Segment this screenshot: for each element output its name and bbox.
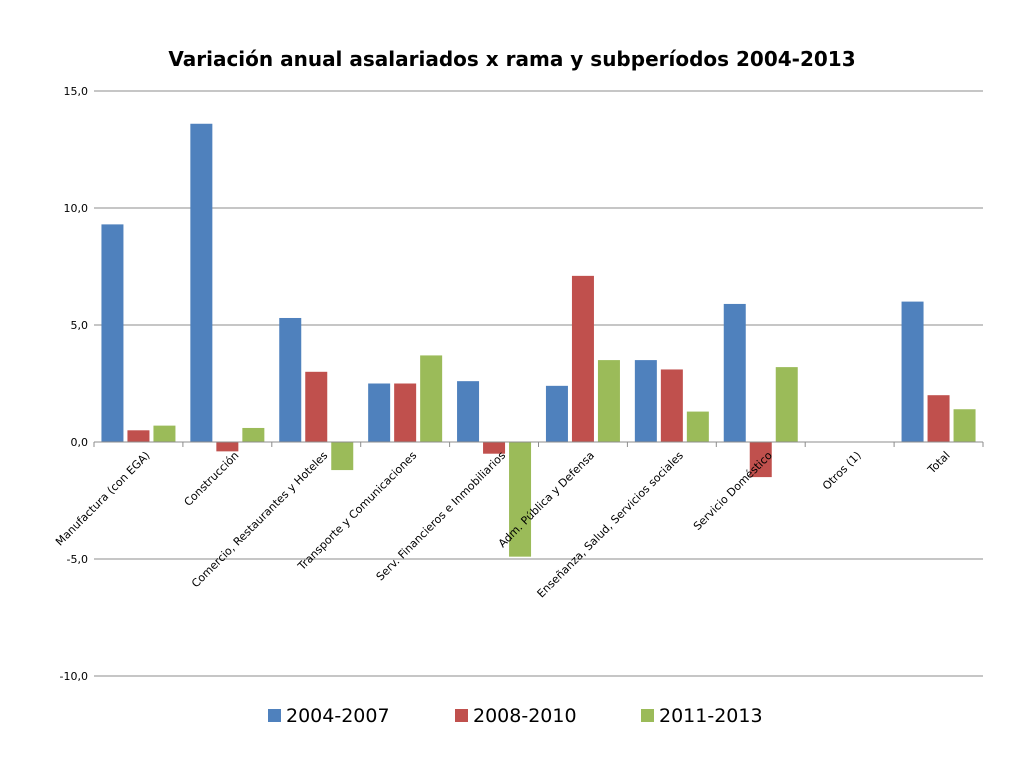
bar-2008-2010-1 xyxy=(216,442,239,452)
bar-2008-2010-6 xyxy=(660,369,683,442)
bar-2004-2007-7 xyxy=(723,303,746,442)
bar-2004-2007-2 xyxy=(279,317,302,442)
bar-2004-2007-6 xyxy=(634,360,657,442)
bar-2008-2010-3 xyxy=(394,383,417,442)
bar-2004-2007-0 xyxy=(101,224,124,442)
legend-swatch xyxy=(455,709,468,722)
bar-2004-2007-4 xyxy=(457,381,480,442)
bar-2008-2010-4 xyxy=(483,442,506,454)
legend-label: 2011-2013 xyxy=(659,705,763,727)
y-tick-label: 10,0 xyxy=(64,202,89,215)
bar-2011-2013-1 xyxy=(242,427,265,442)
y-tick-label: -10,0 xyxy=(60,670,88,683)
bar-2011-2013-4 xyxy=(509,442,532,557)
y-axis-ticks: 15,0 10,0 5,0 0,0 -5,0 -10,0 xyxy=(60,85,88,683)
bar-2008-2010-2 xyxy=(305,371,328,442)
category-label: Enseñanza, Salud, Servicios sociales xyxy=(535,449,687,601)
category-label: Otros (1) xyxy=(820,449,864,493)
bar-2011-2013-9 xyxy=(953,409,976,442)
bar-2004-2007-3 xyxy=(368,383,391,442)
bars xyxy=(101,123,976,557)
bar-2011-2013-2 xyxy=(331,442,354,471)
bar-2008-2010-9 xyxy=(927,395,950,442)
bar-2011-2013-3 xyxy=(420,355,443,442)
bar-2004-2007-1 xyxy=(190,123,213,442)
y-tick-label: 15,0 xyxy=(64,85,89,98)
y-tick-label: 5,0 xyxy=(71,319,89,332)
category-label: Servicio Doméstico xyxy=(691,449,775,533)
bar-2008-2010-0 xyxy=(127,430,150,442)
bar-2008-2010-7 xyxy=(749,442,772,478)
category-labels: Manufactura (con EGA) ConstrucciónComerci… xyxy=(53,449,953,601)
category-label: Construcción xyxy=(182,449,242,509)
bar-2004-2007-9 xyxy=(901,301,924,442)
legend-swatch xyxy=(268,709,281,722)
y-tick-label: 0,0 xyxy=(71,436,89,449)
bar-2011-2013-5 xyxy=(597,360,620,442)
x-axis xyxy=(93,441,984,447)
bar-2011-2013-6 xyxy=(686,411,709,442)
bar-2011-2013-0 xyxy=(153,425,176,442)
y-tick-label: -5,0 xyxy=(67,553,88,566)
bar-2011-2013-7 xyxy=(775,367,798,442)
bar-2008-2010-5 xyxy=(571,275,594,442)
legend-swatch xyxy=(641,709,654,722)
category-label: Total xyxy=(925,449,953,477)
legend-label: 2004-2007 xyxy=(286,705,390,727)
chart-title: Variación anual asalariados x rama y sub… xyxy=(168,47,855,71)
legend-label: 2008-2010 xyxy=(473,705,577,727)
legend: 2004-2007 2008-2010 2011-2013 xyxy=(268,705,763,727)
category-label: Manufactura (con EGA) xyxy=(53,449,153,549)
bar-2004-2007-5 xyxy=(545,385,568,442)
